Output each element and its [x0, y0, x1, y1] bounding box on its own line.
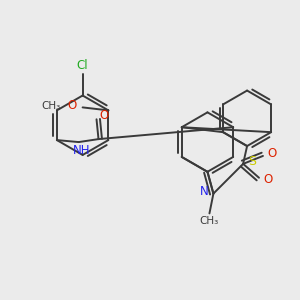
Text: CH₃: CH₃	[200, 216, 219, 226]
Text: O: O	[267, 148, 277, 160]
Text: O: O	[100, 109, 109, 122]
Text: NH: NH	[73, 145, 90, 158]
Text: Cl: Cl	[77, 59, 88, 72]
Text: N: N	[200, 185, 209, 198]
Text: O: O	[263, 173, 272, 186]
Text: O: O	[68, 99, 77, 112]
Text: S: S	[248, 155, 256, 168]
Text: CH₃: CH₃	[42, 101, 61, 111]
